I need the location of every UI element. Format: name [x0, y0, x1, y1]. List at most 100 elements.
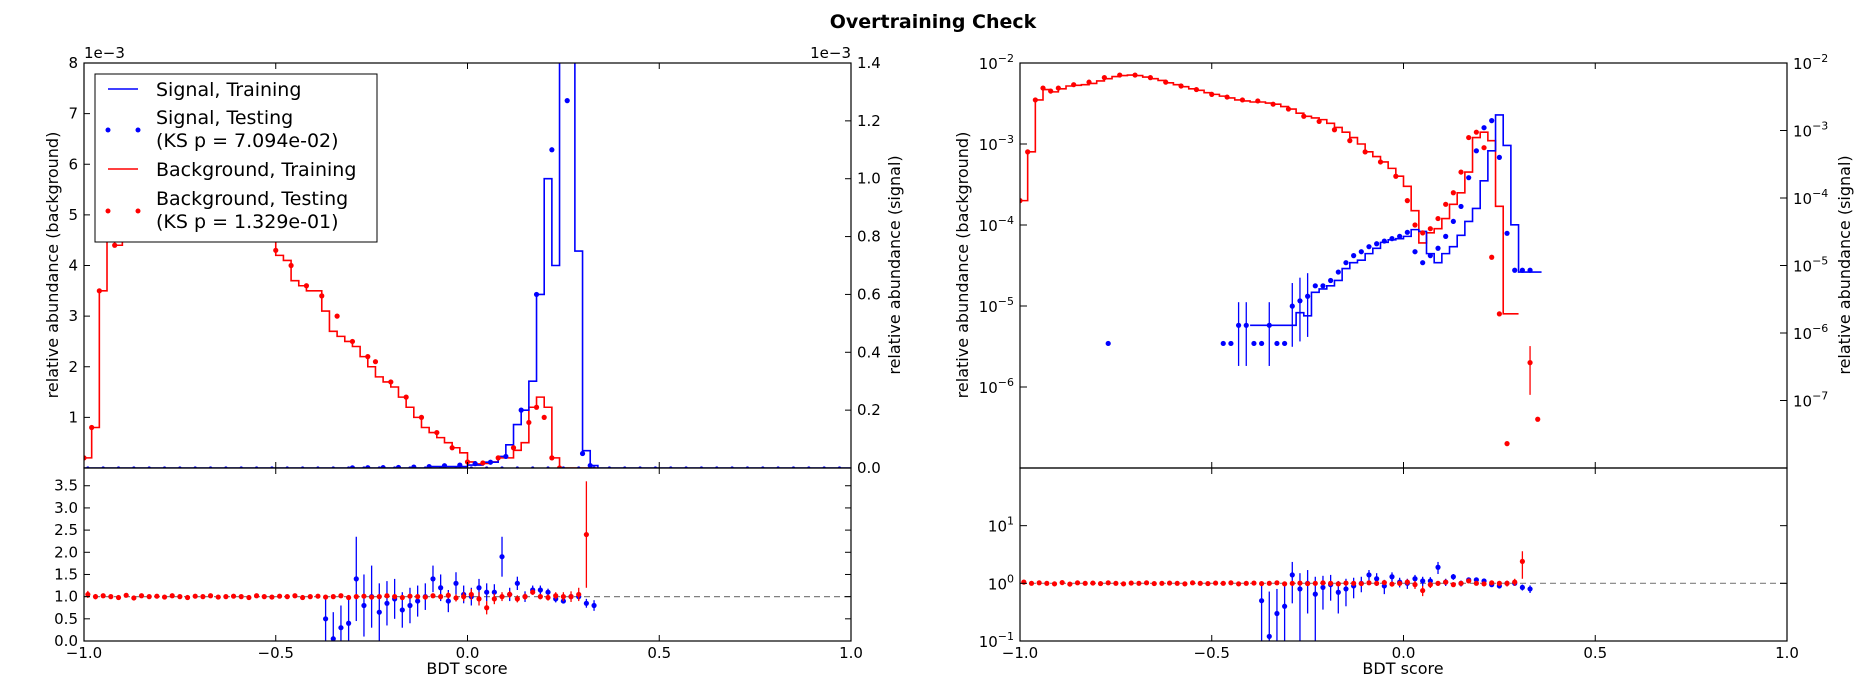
background-ratio-point: [1320, 580, 1326, 586]
background-testing-point: [1032, 97, 1038, 103]
background-testing-point: [449, 445, 455, 451]
background-ratio-point: [1128, 580, 1134, 586]
signal-ratio-point: [1297, 586, 1303, 592]
background-ratio-point: [1151, 580, 1157, 587]
background-testing-point: [1443, 201, 1449, 207]
background-ratio-point: [184, 594, 191, 601]
background-ratio-point: [92, 594, 99, 600]
background-ratio-point: [1519, 558, 1525, 565]
right-lower-ytick-label: 101: [988, 515, 1014, 536]
background-ratio-point: [484, 605, 490, 611]
signal-testing-point: [472, 461, 478, 467]
signal-training-line: [1250, 114, 1542, 327]
background-testing-point: [1393, 173, 1399, 179]
background-ratio-point: [169, 593, 175, 599]
background-testing-point: [1025, 149, 1031, 155]
background-testing-point: [1285, 106, 1292, 112]
signal-testing-point: [1443, 233, 1449, 239]
background-testing-point: [1117, 72, 1123, 78]
signal-ratio-point: [323, 616, 329, 622]
background-ratio-point: [514, 596, 520, 602]
background-ratio-point: [507, 591, 513, 598]
signal-ratio-point: [1282, 603, 1288, 609]
left-upper-ytick-label-right: 0.2: [857, 401, 881, 419]
signal-testing-point: [1358, 249, 1364, 255]
background-testing-point: [434, 429, 440, 436]
background-testing-point: [480, 460, 486, 466]
background-ratio-point: [123, 592, 129, 598]
legend-swatch-signal-testing-b: [135, 127, 141, 133]
left-upper-ytick-label-left: 2: [68, 358, 78, 376]
background-ratio-point: [223, 594, 229, 600]
background-ratio-point: [361, 593, 367, 599]
background-testing-point: [1512, 490, 1517, 495]
background-testing-point: [96, 288, 102, 294]
background-ratio-point: [307, 594, 313, 600]
signal-ratio-point: [1374, 576, 1380, 582]
background-testing-point: [1420, 230, 1426, 236]
signal-ratio-point: [1519, 584, 1525, 591]
signal-ratio-point: [384, 600, 390, 606]
background-ratio-point: [1059, 579, 1065, 586]
background-ratio-point: [246, 594, 252, 601]
left-lower-xtick-label: −0.5: [258, 644, 294, 662]
signal-testing-point: [1404, 229, 1410, 235]
background-testing-point: [1496, 311, 1502, 317]
background-ratio-point: [230, 593, 237, 599]
background-ratio-point: [545, 594, 551, 601]
background-ratio-point: [1251, 580, 1257, 586]
signal-ratio-point: [583, 600, 589, 606]
signal-ratio-point: [445, 598, 451, 604]
right-upper-ytick-label-left: 10−3: [979, 133, 1014, 154]
background-ratio-point: [1228, 580, 1234, 586]
background-ratio-point: [284, 594, 290, 600]
background-ratio-point: [376, 594, 382, 600]
background-ratio-point: [315, 593, 321, 599]
signal-testing-point: [395, 464, 402, 468]
background-ratio-point: [1274, 580, 1280, 586]
background-ratio-point: [299, 594, 306, 601]
background-ratio-point: [1166, 580, 1173, 586]
background-ratio-point: [1458, 580, 1464, 586]
signal-testing-point: [1381, 238, 1387, 244]
signal-ratio-point: [438, 585, 444, 591]
left-lower-xtick-label: −1.0: [66, 644, 102, 662]
background-ratio-point: [1343, 580, 1349, 586]
signal-testing-point: [533, 291, 540, 298]
signal-testing-point: [1389, 236, 1395, 242]
left-lower-ytick-label: 0.5: [54, 610, 78, 628]
background-ratio-point: [338, 593, 344, 599]
legend-swatch-background-testing-a: [105, 208, 111, 214]
left-lower-panel: 0.0 0.5 1.0 1.5 2.0 2.5 3.0 3.5 −1.0 −0.5 0.0 0.5 1.…: [54, 467, 863, 678]
background-ratio-point: [154, 593, 160, 599]
background-ratio-point: [1305, 580, 1311, 587]
signal-testing-point: [1473, 148, 1479, 154]
background-ratio-point: [1212, 580, 1219, 586]
signal-ratio-point: [415, 598, 421, 604]
background-testing-point: [388, 379, 394, 385]
signal-testing-point: [587, 462, 593, 468]
background-ratio-point: [353, 594, 359, 600]
background-ratio-point: [499, 594, 505, 600]
background-ratio-point: [161, 594, 168, 600]
background-ratio-point: [292, 593, 298, 599]
background-testing-point: [1489, 254, 1495, 260]
background-ratio-point: [1381, 579, 1387, 586]
background-testing-point: [372, 359, 379, 365]
background-training-line: [1020, 74, 1519, 315]
left-lower-xtick-label: 1.0: [839, 644, 863, 662]
background-ratio-point: [146, 594, 152, 600]
background-ratio-point: [415, 594, 421, 600]
signal-testing-point: [1366, 244, 1372, 250]
left-upper-ytick-label-left: 8: [68, 54, 78, 72]
background-testing-point: [1466, 134, 1472, 141]
signal-ratio-point: [399, 607, 405, 613]
signal-testing-point: [1312, 283, 1318, 289]
signal-ratio-point: [430, 576, 436, 582]
background-ratio-point: [1028, 580, 1035, 586]
background-testing-point: [1504, 441, 1510, 447]
background-ratio-point: [346, 594, 352, 601]
signal-testing-point: [1235, 322, 1242, 328]
signal-testing-point: [1274, 340, 1280, 347]
background-testing-point: [303, 283, 310, 289]
